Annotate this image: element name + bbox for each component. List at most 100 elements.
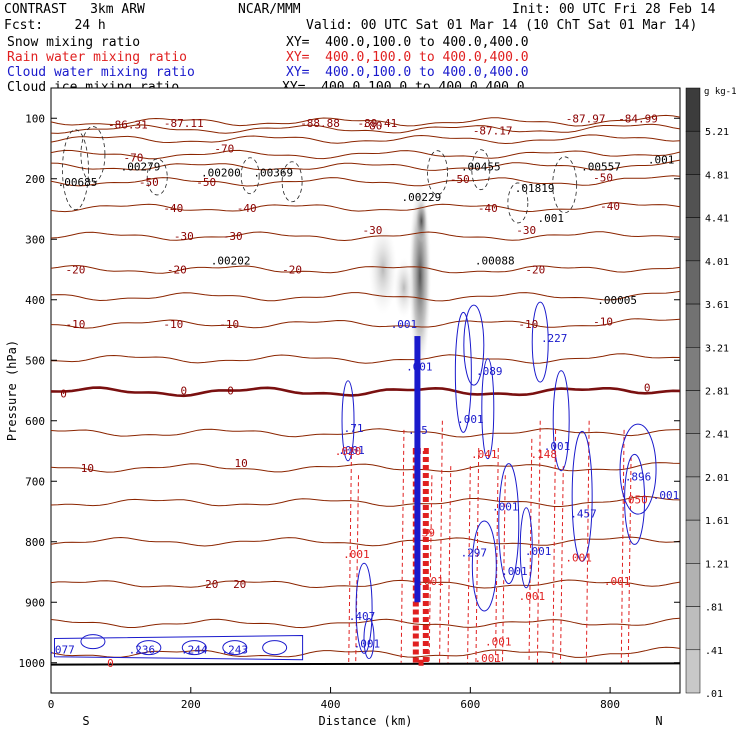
snow-max-label: .00557 bbox=[581, 161, 621, 174]
snow-max-label: .00685 bbox=[58, 176, 98, 189]
colorbar-segment bbox=[685, 476, 701, 521]
x-tick-label: 800 bbox=[600, 698, 620, 711]
rain-contour bbox=[528, 438, 533, 663]
temperature-contour-label: -50 bbox=[450, 173, 470, 186]
colorbar-tick-label: .01 bbox=[705, 689, 723, 700]
valid-time: Valid: 00 UTC Sat 01 Mar 14 (10 ChT Sat … bbox=[306, 18, 698, 33]
colorbar-tick-label: 1.61 bbox=[705, 516, 729, 527]
temperature-contour-label: -50 bbox=[196, 176, 216, 189]
colorbar-segment bbox=[685, 303, 701, 348]
colorbar-segment bbox=[685, 649, 701, 694]
cloud-water-label: .227 bbox=[541, 332, 568, 345]
colorbar-tick-label: 4.81 bbox=[705, 170, 729, 181]
cloud-water-contour bbox=[624, 453, 646, 545]
temperature-contour-label: -30 bbox=[363, 224, 383, 237]
cloud-water-label: .001 bbox=[338, 444, 365, 457]
rain-contour bbox=[447, 466, 452, 663]
rain-water-label: .050 bbox=[621, 493, 648, 506]
colorbar-segment bbox=[685, 87, 701, 132]
colorbar-tick-label: 2.41 bbox=[705, 430, 729, 441]
snow-max-label: .01819 bbox=[515, 182, 555, 195]
temperature-contour-label: -20 bbox=[525, 264, 545, 277]
y-tick-label: 600 bbox=[25, 415, 45, 428]
cloud-ice-contour bbox=[62, 129, 89, 211]
colorbar-tick-label: 2.81 bbox=[705, 387, 729, 398]
temperature-contour-label: -30 bbox=[174, 230, 194, 243]
temperature-contour-label: -50 bbox=[593, 172, 613, 185]
rain-contour bbox=[501, 475, 506, 663]
temperature-contour-label: 0 bbox=[644, 381, 651, 394]
colorbar-tick-label: 3.21 bbox=[705, 343, 729, 354]
temperature-contour-label: -40 bbox=[237, 202, 257, 215]
cloud-water-label: .077 bbox=[48, 643, 75, 656]
temperature-min-label: -88.88 bbox=[300, 117, 340, 130]
temperature-min-label: -87.11 bbox=[164, 117, 204, 130]
cloud-water-contour bbox=[498, 463, 520, 585]
snow-plume-side bbox=[393, 257, 414, 318]
temperature-contour-label: -80 bbox=[363, 120, 383, 133]
cloud-water-contour bbox=[341, 380, 355, 462]
snow-plume-core bbox=[415, 199, 428, 244]
cloud-ice-contour bbox=[240, 157, 260, 195]
colorbar-tick-label: .81 bbox=[705, 603, 723, 614]
cloud-ice-contour bbox=[427, 150, 448, 196]
temperature-contour bbox=[50, 114, 681, 127]
rain-contour bbox=[585, 420, 590, 663]
colorbar-segment bbox=[685, 130, 701, 175]
temperature-contour bbox=[50, 265, 681, 274]
temperature-contour bbox=[50, 428, 681, 438]
colorbar-segment bbox=[685, 519, 701, 564]
surface-line bbox=[50, 662, 681, 666]
cloud-water-contour bbox=[181, 640, 207, 656]
rain-water-label: 39 bbox=[422, 527, 435, 540]
cloud-water-label: .001 bbox=[457, 413, 484, 426]
rain-contour bbox=[467, 466, 471, 663]
y-axis-title: Pressure (hPa) bbox=[5, 340, 19, 441]
colorbar-segment bbox=[685, 606, 701, 651]
temperature-contour-label: -30 bbox=[516, 224, 536, 237]
snow-max-label: .00279 bbox=[121, 161, 161, 174]
temperature-contour bbox=[50, 175, 681, 187]
temperature-contour-label: -40 bbox=[478, 202, 498, 215]
temperature-contour bbox=[50, 462, 681, 473]
rain-contour bbox=[400, 429, 405, 663]
field-xy-cloud-water: XY= 400.0,100.0 to 400.0,400.0 bbox=[286, 65, 529, 80]
temperature-contour-label: -10 bbox=[518, 318, 538, 331]
colorbar-tick-label: 4.01 bbox=[705, 257, 729, 268]
x-tick-label: 600 bbox=[460, 698, 480, 711]
cloud-water-label: .95 bbox=[408, 424, 428, 437]
temperature-contour-label: -10 bbox=[66, 318, 86, 331]
cloud-water-label: .001 bbox=[653, 489, 680, 502]
rain-contour bbox=[620, 429, 625, 663]
cloud-water-label: .001 bbox=[501, 565, 528, 578]
temperature-contour-label: -50 bbox=[139, 176, 159, 189]
rain-contour bbox=[494, 447, 499, 663]
rain-water-label: .001 bbox=[417, 575, 444, 588]
rain-water-label: 0 bbox=[107, 657, 114, 670]
organization: NCAR/MMM bbox=[238, 2, 301, 17]
cloud-water-contour bbox=[471, 520, 497, 612]
cloud-water-contour bbox=[481, 358, 495, 460]
cloud-water-label: .236 bbox=[129, 643, 156, 656]
temperature-contour-label: -20 bbox=[167, 264, 187, 277]
y-tick-label: 500 bbox=[25, 354, 45, 367]
model-title: CONTRAST 3km ARW bbox=[4, 2, 145, 17]
cloud-water-contour bbox=[571, 430, 593, 562]
colorbar-tick-label: 3.61 bbox=[705, 300, 729, 311]
cloud-water-label: .71 bbox=[344, 422, 364, 435]
cloud-water-label: .243 bbox=[222, 643, 249, 656]
forecast-hour: Fcst: 24 h bbox=[4, 18, 106, 33]
rain-contour bbox=[552, 429, 557, 663]
temperature-contour bbox=[50, 386, 681, 398]
cloud-water-contour bbox=[552, 370, 570, 472]
snow-plume-side bbox=[368, 224, 397, 315]
temperature-contour bbox=[50, 202, 681, 213]
y-tick-label: 400 bbox=[25, 294, 45, 307]
temperature-contour bbox=[50, 495, 681, 507]
temperature-min-label: -87.97 bbox=[566, 112, 606, 125]
temperature-contour bbox=[50, 159, 681, 171]
snow-max-label: .00005 bbox=[597, 294, 637, 307]
colorbar-tick-label: 1.21 bbox=[705, 559, 729, 570]
snow-max-label: .00455 bbox=[461, 161, 501, 174]
cloud-water-contour bbox=[363, 618, 375, 660]
